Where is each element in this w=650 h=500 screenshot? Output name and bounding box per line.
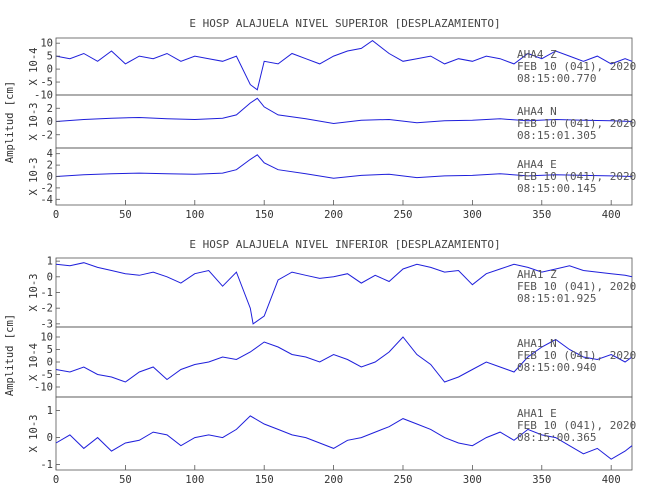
top-xtick-label: 350 [532,209,551,221]
bottom-panel-z-ytick-label: 1 [47,256,53,268]
top-chart-y-label: Amplitud [cm] [4,81,16,163]
bottom-panel-n-trace [55,336,633,383]
bottom-xtick-label: 0 [53,474,59,486]
top-panel-e-scale-label: X 10-3 [28,158,40,196]
top-panel-n-ytick-label: -2 [40,129,53,141]
bottom-panel-z-ytick-label: -1 [40,287,53,299]
top-panel-n-annotation-line: 08:15:01.305 [517,129,596,142]
bottom-panel-z-annotation-line: AHA1 Z [517,268,557,281]
bottom-panel-z-annotation-line: 08:15:01.925 [517,292,596,305]
top-panel-e-annotation-line: AHA4 E [517,158,557,171]
bottom-xtick-label: 350 [532,474,551,486]
top-xtick-label: 50 [119,209,132,221]
top-panel-n-ytick-label: 0 [47,116,53,128]
top-panel-e-annotation-line: 08:15:00.145 [517,182,596,195]
bottom-panel-e-trace [55,415,633,460]
top-panel-z-scale-label: X 10-4 [28,48,40,86]
top-panel-n-ytick-label: 2 [47,103,53,115]
top-chart: E HOSP ALAJUELA NIVEL SUPERIOR [DESPLAZA… [4,17,636,221]
bottom-panel-e-annotation-line: 08:15:00.365 [517,431,596,444]
top-xtick-label: 200 [324,209,343,221]
bottom-panel-e-frame [55,396,633,471]
top-panel-e-annotation-line: FEB 10 (041), 2020 [517,170,636,183]
bottom-panel-n-ytick-label: -10 [34,382,53,394]
bottom-panel-e-annotation-line: FEB 10 (041), 2020 [517,419,636,432]
top-panel-z-annotation-line: FEB 10 (041), 2020 [517,60,636,73]
bottom-panel-n-ytick-label: 0 [47,357,53,369]
top-xtick-label: 400 [602,209,621,221]
bottom-panel-n-annotation-line: FEB 10 (041), 2020 [517,349,636,362]
bottom-panel-z-ytick-label: -2 [40,303,53,315]
top-xtick-label: 250 [394,209,413,221]
top-panel-e-ytick-label: 2 [47,160,53,172]
bottom-chart-y-label: Amplitud [cm] [4,314,16,396]
top-xtick-label: 150 [255,209,274,221]
bottom-panel-e-ytick-label: 0 [47,432,53,444]
bottom-panel-e-ytick-label: 1 [47,405,53,417]
bottom-panel-e-annotation-line: AHA1 E [517,407,557,420]
top-panel-e-trace [55,154,633,179]
bottom-panel-z-ytick-label: -3 [40,318,53,330]
top-panel-n-scale-label: X 10-3 [28,103,40,141]
bottom-panel-z-annotation-line: FEB 10 (041), 2020 [517,280,636,293]
bottom-xtick-label: 250 [394,474,413,486]
top-panel-n-annotation-line: FEB 10 (041), 2020 [517,117,636,130]
top-panel-z-ytick-label: 5 [47,51,53,63]
top-xtick-label: 300 [463,209,482,221]
top-panel-z-ytick-label: 10 [40,38,53,50]
top-xtick-label: 0 [53,209,59,221]
bottom-panel-n-ytick-label: -5 [40,369,53,381]
bottom-panel-n-scale-label: X 10-4 [28,343,40,381]
bottom-panel-z-ytick-label: 0 [47,271,53,283]
top-panel-z-ytick-label: -10 [34,90,53,102]
bottom-xtick-label: 400 [602,474,621,486]
top-chart-title: E HOSP ALAJUELA NIVEL SUPERIOR [DESPLAZA… [189,17,500,30]
bottom-panel-z-scale-label: X 10-3 [28,274,40,312]
bottom-chart-title: E HOSP ALAJUELA NIVEL INFERIOR [DESPLAZA… [189,238,500,251]
bottom-panel-n-ytick-label: 10 [40,332,53,344]
top-panel-z-trace [55,39,633,91]
top-panel-e-ytick-label: 0 [47,171,53,183]
top-panel-z-ytick-label: -5 [40,77,53,89]
bottom-panel-e-ytick-label: -1 [40,459,53,471]
bottom-panel-z-trace [55,262,633,325]
top-panel-z-annotation-line: AHA4 Z [517,48,557,61]
bottom-panel-e-scale-label: X 10-3 [28,415,40,453]
top-panel-n-annotation-line: AHA4 N [517,105,557,118]
bottom-xtick-label: 200 [324,474,343,486]
bottom-panel-n-annotation-line: AHA1 N [517,337,557,350]
bottom-panel-n-ytick-label: 5 [47,344,53,356]
top-panel-e-ytick-label: -2 [40,182,53,194]
bottom-xtick-label: 50 [119,474,132,486]
top-panel-e-ytick-label: 4 [47,148,53,160]
bottom-panel-n-annotation-line: 08:15:00.940 [517,361,596,374]
top-panel-z-ytick-label: 0 [47,64,53,76]
top-panel-z-annotation-line: 08:15:00.770 [517,72,596,85]
bottom-xtick-label: 150 [255,474,274,486]
bottom-xtick-label: 300 [463,474,482,486]
top-panel-e-ytick-label: -4 [40,194,53,206]
top-xtick-label: 100 [185,209,204,221]
bottom-xtick-label: 100 [185,474,204,486]
bottom-chart: E HOSP ALAJUELA NIVEL INFERIOR [DESPLAZA… [4,238,636,486]
top-panel-n-trace [55,97,633,125]
